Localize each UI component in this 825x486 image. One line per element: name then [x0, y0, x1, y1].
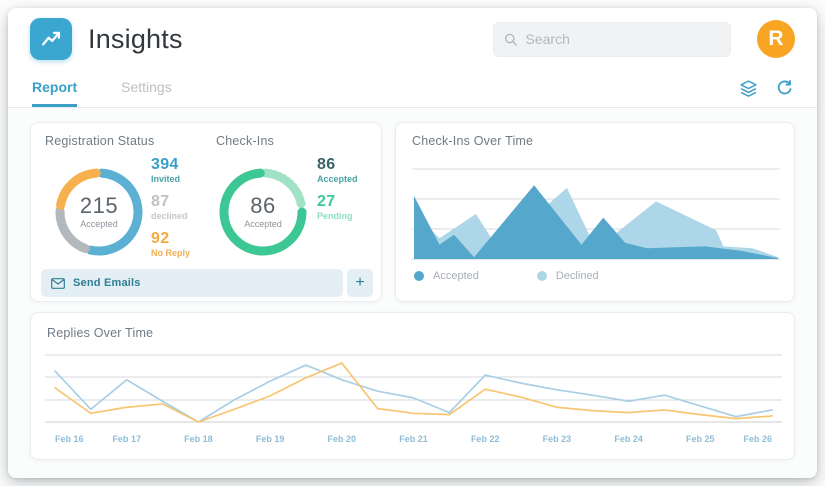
stat-accepted: 86 Accepted	[317, 156, 358, 184]
stat-invited: 394 Invited	[151, 156, 181, 184]
search-icon	[504, 33, 517, 46]
check-ins-title: Check-Ins	[216, 134, 275, 148]
svg-text:Feb 23: Feb 23	[543, 434, 572, 444]
stat-no-reply: 92 No Reply	[151, 230, 191, 258]
svg-text:Feb 26: Feb 26	[743, 434, 772, 444]
legend-item-declined: Declined	[536, 270, 599, 282]
search-input[interactable]	[525, 31, 720, 47]
search-box[interactable]	[493, 21, 731, 57]
svg-text:Feb 17: Feb 17	[112, 434, 141, 444]
tab-bar: Report Settings	[8, 70, 817, 108]
check-ins-donut-chart: 86 Accepted	[215, 164, 311, 260]
registration-stats: 394 Invited 87 declined 92 No Reply	[151, 156, 190, 258]
layers-icon[interactable]	[739, 79, 758, 98]
svg-text:Feb 22: Feb 22	[471, 434, 500, 444]
page-title: Insights	[88, 23, 183, 54]
stat-declined: 87 declined	[151, 193, 188, 221]
svg-text:Feb 19: Feb 19	[256, 434, 285, 444]
refresh-icon[interactable]	[776, 80, 793, 97]
registration-status-card: Registration Status Check-Ins 215 Accept…	[30, 122, 382, 302]
tab-report[interactable]: Report	[32, 79, 78, 107]
registration-status-title: Registration Status	[45, 134, 155, 148]
svg-text:Feb 18: Feb 18	[184, 434, 213, 444]
svg-text:Feb 25: Feb 25	[686, 434, 715, 444]
check-ins-stats: 86 Accepted 27 Pending	[317, 156, 358, 221]
send-emails-label: Send Emails	[73, 277, 141, 289]
line-chart-icon	[42, 31, 61, 46]
check-ins-over-time-card: Check-Ins Over Time Accepted Declined	[395, 122, 795, 302]
svg-text:Feb 16: Feb 16	[55, 434, 84, 444]
envelope-icon	[51, 277, 65, 289]
content-area: Registration Status Check-Ins 215 Accept…	[8, 109, 817, 478]
check-ins-over-time-chart	[412, 168, 780, 260]
replies-over-time-title: Replies Over Time	[47, 326, 154, 340]
app-header: Insights R	[8, 8, 817, 70]
declined-dot	[536, 271, 547, 281]
accepted-dot	[414, 271, 424, 281]
replies-over-time-chart: Feb 16 Feb 17 Feb 18 Feb 19 Feb 20 Feb 21 Feb …	[45, 354, 782, 444]
tab-settings[interactable]: Settings	[121, 79, 172, 95]
svg-text:Feb 24: Feb 24	[614, 434, 643, 444]
chart-legend: Accepted Declined	[414, 270, 599, 282]
stat-pending: 27 Pending	[317, 193, 353, 221]
svg-text:Feb 20: Feb 20	[328, 434, 357, 444]
send-emails-button[interactable]: Send Emails	[41, 269, 343, 297]
app-window: Insights R Report Settings	[8, 8, 817, 478]
registration-donut-chart: 215 Accepted	[51, 164, 147, 260]
svg-text:Feb 21: Feb 21	[399, 434, 428, 444]
avatar[interactable]: R	[757, 20, 795, 58]
replies-over-time-card: Replies Over Time Feb 16 Feb 17 Feb 18 Feb …	[30, 312, 795, 460]
add-button[interactable]: +	[347, 269, 373, 297]
app-logo[interactable]	[30, 18, 72, 60]
check-ins-over-time-title: Check-Ins Over Time	[412, 134, 534, 148]
legend-item-accepted: Accepted	[414, 270, 479, 282]
